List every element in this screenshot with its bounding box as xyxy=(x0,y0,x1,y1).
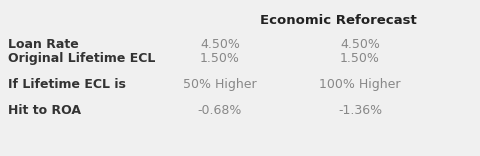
Text: 100% Higher: 100% Higher xyxy=(319,78,401,91)
Text: 50% Higher: 50% Higher xyxy=(183,78,257,91)
Text: -1.36%: -1.36% xyxy=(338,104,382,117)
Text: Original Lifetime ECL: Original Lifetime ECL xyxy=(8,52,156,65)
Text: 4.50%: 4.50% xyxy=(200,38,240,51)
Text: Loan Rate: Loan Rate xyxy=(8,38,79,51)
Text: 4.50%: 4.50% xyxy=(340,38,380,51)
Text: 1.50%: 1.50% xyxy=(340,52,380,65)
Text: 1.50%: 1.50% xyxy=(200,52,240,65)
Text: -0.68%: -0.68% xyxy=(198,104,242,117)
Text: Economic Reforecast: Economic Reforecast xyxy=(260,14,417,27)
Text: Hit to ROA: Hit to ROA xyxy=(8,104,81,117)
Text: If Lifetime ECL is: If Lifetime ECL is xyxy=(8,78,126,91)
